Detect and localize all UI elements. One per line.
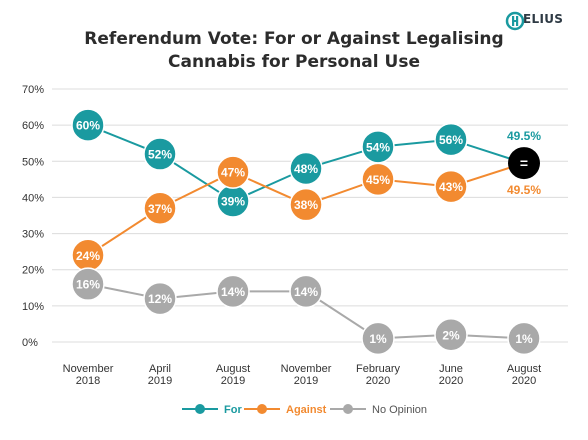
data-label-against: 43% (439, 180, 463, 194)
chart-title: Referendum Vote: For or Against Legalisi… (0, 28, 588, 74)
data-point-against (143, 191, 177, 226)
data-label-against: 38% (294, 198, 318, 212)
data-point-no-opinion (289, 274, 323, 309)
data-point-no-opinion (216, 274, 250, 309)
x-tick-label: August (216, 363, 250, 375)
data-points: 60% 52% 39% 48% 54% 56% 49.5% 24% 37% 47% 38% 45% 43… (71, 108, 541, 356)
x-tick-label: 2020 (366, 375, 390, 387)
data-point-against (216, 155, 250, 189)
legend-marker-against (257, 404, 267, 414)
chart-title-line-2: Cannabis for Personal Use (168, 52, 420, 72)
legend-label-no-opinion: No Opinion (372, 404, 427, 416)
data-point-against (289, 187, 323, 222)
data-label-for: 60% (76, 119, 100, 133)
x-tick-label: November (281, 363, 332, 375)
x-tick-label: November (63, 363, 114, 375)
data-label-for: 54% (366, 140, 390, 154)
y-tick-label: 40% (22, 192, 44, 204)
data-label-for: 52% (148, 148, 172, 162)
legend-label-for: For (224, 404, 242, 416)
data-label-against: 37% (148, 202, 172, 216)
data-point-no-opinion (361, 321, 395, 356)
helius-logo-icon (505, 11, 525, 31)
data-point-for (143, 137, 177, 171)
x-axis-ticks: November2018April2019August2019November2… (63, 363, 542, 387)
legend-label-against: Against (286, 404, 327, 416)
data-point-no-opinion (71, 267, 105, 301)
x-tick-label: 2019 (148, 375, 172, 387)
data-label-no-opinion: 16% (76, 278, 100, 292)
data-point-against (361, 162, 395, 197)
data-label-for: 48% (294, 162, 318, 176)
x-tick-label: April (149, 363, 171, 375)
data-point-for (71, 108, 105, 142)
legend-marker-no-opinion (343, 404, 353, 414)
x-tick-label: February (356, 363, 401, 375)
data-label-no-opinion: 1% (515, 332, 533, 346)
chart-title-line-1: Referendum Vote: For or Against Legalisi… (84, 29, 504, 49)
data-label-no-opinion: 2% (442, 328, 460, 342)
data-point-for (434, 122, 468, 157)
data-label-for: 49.5% (507, 129, 541, 143)
data-point-no-opinion (434, 318, 468, 352)
y-tick-label: 30% (22, 229, 44, 241)
y-tick-label: 20% (22, 265, 44, 277)
data-label-against: 49.5% (507, 183, 541, 197)
y-tick-label: 60% (22, 120, 44, 132)
data-label-against: 45% (366, 173, 390, 187)
x-tick-label: 2020 (439, 375, 463, 387)
y-tick-label: 10% (22, 301, 44, 313)
x-tick-label: 2019 (294, 375, 318, 387)
x-tick-label: 2019 (221, 375, 245, 387)
legend: For Against No Opinion (182, 404, 427, 416)
y-tick-label: 0% (22, 337, 38, 349)
y-tick-label: 50% (22, 156, 44, 168)
data-label-no-opinion: 14% (221, 285, 245, 299)
data-point-against (434, 169, 468, 204)
tie-marker-label: = (520, 155, 528, 171)
x-tick-label: August (507, 363, 541, 375)
data-label-no-opinion: 12% (148, 292, 172, 306)
y-axis-ticks: 0% 10% 20% 30% 40% 50% 60% 70% (22, 84, 44, 349)
data-label-for: 56% (439, 133, 463, 147)
x-tick-label: 2020 (512, 375, 536, 387)
data-point-for (289, 151, 323, 186)
data-label-against: 24% (76, 249, 100, 263)
data-label-for: 39% (221, 195, 245, 209)
tie-marker (508, 147, 540, 180)
data-label-against: 47% (221, 166, 245, 180)
y-tick-label: 70% (22, 84, 44, 96)
x-tick-label: June (439, 363, 463, 375)
data-label-no-opinion: 14% (294, 285, 318, 299)
data-point-no-opinion (143, 281, 177, 316)
logo-text: ELIUS (523, 12, 564, 26)
x-tick-label: 2018 (76, 375, 100, 387)
data-point-no-opinion (507, 321, 541, 356)
data-label-no-opinion: 1% (369, 332, 387, 346)
legend-marker-for (195, 404, 205, 414)
